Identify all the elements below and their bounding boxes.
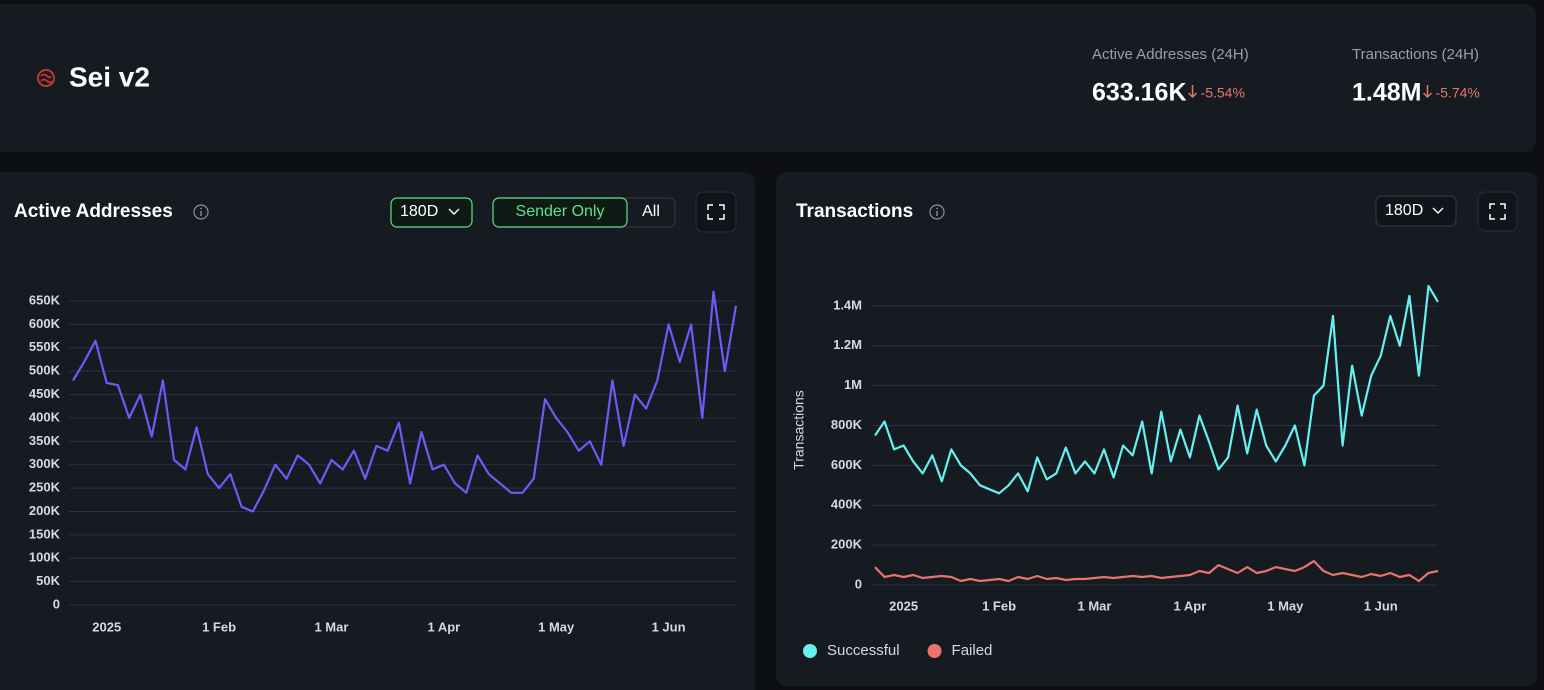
fullscreen-icon [1489,203,1506,220]
y-tick-label: 600K [831,457,863,472]
filter-active-box[interactable] [492,197,628,228]
y-tick-label: 200K [831,537,863,552]
logo [37,69,55,87]
info-ring [929,204,945,220]
range-button-label: 180D [400,203,438,220]
y-axis-label: Transactions [791,390,807,470]
info-ring [193,204,209,220]
chevron [448,208,460,215]
fullscreen-box [1477,191,1518,232]
y-tick-label: 1M [844,377,862,392]
data-line [72,290,738,513]
fullscreen-box [695,191,737,233]
y-tick-label: 350K [29,433,61,448]
stat-label: Transactions (24H) [1352,46,1479,63]
fullscreen-icon [707,204,725,220]
stat-change: -5.54% [1201,85,1245,101]
fullscreen-button[interactable] [695,191,737,233]
stat-label: Active Addresses (24H) [1092,46,1249,63]
logo-ring [37,69,55,87]
chart-title: Transactions [796,201,913,222]
x-tick-label: 1 Apr [427,619,460,634]
y-tick-label: 600K [29,316,61,331]
y-tick-label: 650K [29,292,61,307]
info-icon[interactable] [929,204,945,220]
x-tick-label: 1 May [538,619,575,634]
chart-card [0,172,755,690]
x-tick-label: 2025 [889,598,918,613]
header-card [0,4,1536,152]
chart-title: Active Addresses [14,201,173,222]
range-button-label: 180D [1385,202,1423,219]
info-dot [200,207,202,210]
stat-value: 633.16K [1092,79,1187,107]
x-tick-label: 1 Mar [314,619,348,634]
y-tick-label: 0 [855,576,862,591]
x-tick-label: 1 Apr [1174,598,1207,613]
x-tick-label: 1 Jun [652,619,686,634]
filter-option[interactable]: All [642,203,660,220]
legend-swatch [927,644,942,658]
legend-swatch [803,644,817,658]
stat-value: 1.48M [1352,79,1421,107]
range-button[interactable]: 180D [390,197,473,228]
x-tick-label: 1 May [1267,598,1304,613]
range-button-box [390,197,473,228]
x-tick-label: 1 Feb [982,598,1016,613]
range-button[interactable]: 180D [1375,195,1457,227]
y-tick-label: 250K [29,480,61,495]
logo-wave [40,73,52,84]
y-tick-label: 800K [831,417,863,432]
y-tick-label: 200K [29,503,61,518]
filter-toggle: Sender Only All [492,197,676,228]
y-tick-label: 450K [29,386,61,401]
stat-change: -5.74% [1435,85,1479,101]
y-tick-label: 400K [831,497,863,512]
y-tick-label: 550K [29,339,61,354]
y-tick-label: 1.4M [833,297,862,312]
filter-option[interactable]: Sender Only [516,203,605,220]
chevron [1432,207,1444,214]
page-title: Sei v2 [69,61,150,92]
fullscreen-button[interactable] [1477,191,1518,232]
legend-label: Successful [827,642,900,659]
x-tick-label: 1 Jun [1364,598,1398,613]
y-tick-label: 50K [36,573,60,588]
legend-label: Failed [952,642,993,659]
y-tick-label: 300K [29,456,61,471]
x-tick-label: 2025 [92,619,121,634]
down-arrow [1422,85,1433,99]
y-tick-label: 500K [29,363,61,378]
y-tick-label: 400K [29,409,61,424]
y-tick-label: 150K [29,526,61,541]
y-tick-label: 1.2M [833,337,862,352]
down-arrow [1187,85,1198,99]
info-icon[interactable] [193,204,209,220]
y-tick-label: 100K [29,550,61,565]
x-tick-label: 1 Mar [1077,598,1111,613]
data-line [874,560,1439,583]
range-button-box [1375,195,1457,227]
data-line [874,284,1439,495]
x-tick-label: 1 Feb [202,619,236,634]
y-tick-label: 0 [53,596,60,611]
stats: Active Addresses (24H) 633.16K -5.54% Trans… [1092,46,1480,107]
chart-card [776,172,1537,686]
info-dot [936,207,938,210]
